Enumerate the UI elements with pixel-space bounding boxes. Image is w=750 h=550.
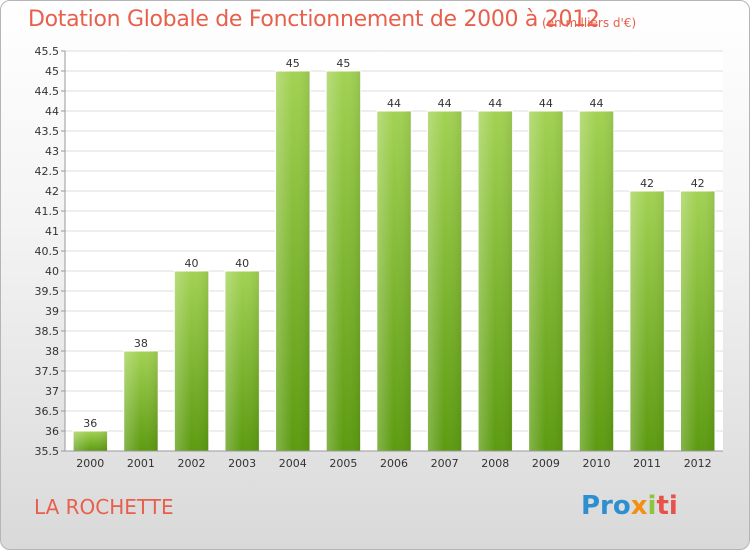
data-label: 42 <box>640 177 654 190</box>
commune-name: LA ROCHETTE <box>34 495 174 519</box>
x-tick-label: 2003 <box>228 457 256 470</box>
y-tick-label: 35.5 <box>35 445 60 458</box>
bar-shading <box>123 351 159 451</box>
bar-shading <box>528 111 564 451</box>
y-tick-label: 40.5 <box>35 245 60 258</box>
x-tick-label: 2009 <box>532 457 560 470</box>
x-tick-label: 2006 <box>380 457 408 470</box>
y-tick-label: 43.5 <box>35 125 60 138</box>
y-axis-labels: 35.5 36 36.5 37 37.5 38 38.5 39 39.5 40 40.5 41 41.5… <box>35 45 60 458</box>
y-tick-label: 39 <box>45 305 59 318</box>
bar-shading <box>326 71 361 451</box>
y-tick-label: 37.5 <box>35 365 60 378</box>
logo-part-4: ti <box>656 491 678 521</box>
data-label: 44 <box>438 97 452 110</box>
data-label: 45 <box>286 57 300 70</box>
bar-shading <box>174 271 209 451</box>
data-label: 44 <box>589 97 603 110</box>
x-tick-label: 2001 <box>127 457 155 470</box>
x-tick-label: 2002 <box>178 457 206 470</box>
x-tick-label: 2011 <box>633 457 661 470</box>
data-label: 42 <box>691 177 705 190</box>
data-label: 44 <box>488 97 502 110</box>
x-tick-label: 2012 <box>684 457 712 470</box>
bar-shading <box>224 271 260 451</box>
bar-shading <box>629 191 665 451</box>
logo-part-1: Pro <box>581 491 631 521</box>
x-tick-label: 2008 <box>481 457 509 470</box>
data-label: 44 <box>539 97 553 110</box>
y-tick-label: 42 <box>45 185 59 198</box>
y-tick-label: 40 <box>45 265 59 278</box>
data-label: 45 <box>336 57 350 70</box>
y-tick-label: 36 <box>45 425 59 438</box>
bar-shading <box>73 431 108 451</box>
bar-shading <box>680 191 715 451</box>
x-tick-label: 2010 <box>582 457 610 470</box>
y-tick-label: 45 <box>45 65 59 78</box>
y-tick-label: 43 <box>45 145 59 158</box>
y-tick-label: 44.5 <box>35 85 60 98</box>
x-tick-label: 2004 <box>279 457 307 470</box>
x-tick-label: 2000 <box>76 457 104 470</box>
y-tick-label: 44 <box>45 105 59 118</box>
bar-shading <box>275 71 310 451</box>
chart-title: Dotation Globale de Fonctionnement de 20… <box>28 7 600 32</box>
bars: 36 38 40 40 45 45 44 44 44 44 44 42 42 <box>72 57 716 452</box>
x-tick-label: 2005 <box>329 457 357 470</box>
bar-shading <box>376 111 412 451</box>
y-tick-label: 39.5 <box>35 285 60 298</box>
x-axis-labels: 2000 2001 2002 2003 2004 2005 2006 2007 2008 2009… <box>76 457 711 470</box>
chart-unit: (en milliers d'€) <box>542 16 637 30</box>
y-tick-label: 36.5 <box>35 405 60 418</box>
y-tick-label: 41 <box>45 225 59 238</box>
data-label: 44 <box>387 97 401 110</box>
x-tick-label: 2007 <box>431 457 459 470</box>
bar-shading <box>579 111 614 451</box>
y-tick-label: 42.5 <box>35 165 60 178</box>
y-tick-label: 37 <box>45 385 59 398</box>
logo-part-2: x <box>630 491 648 521</box>
logo-part-3: i <box>647 491 657 521</box>
bar-shading <box>478 111 513 451</box>
y-tick-label: 45.5 <box>35 45 60 58</box>
proxiti-logo[interactable]: Proxiti <box>581 491 678 521</box>
data-label: 40 <box>235 257 249 270</box>
y-tick-label: 38.5 <box>35 325 60 338</box>
y-tick-label: 41.5 <box>35 205 60 218</box>
bar-shading <box>427 111 462 451</box>
data-label: 38 <box>134 337 148 350</box>
data-label: 40 <box>185 257 199 270</box>
y-tick-label: 38 <box>45 345 59 358</box>
data-label: 36 <box>83 417 97 430</box>
